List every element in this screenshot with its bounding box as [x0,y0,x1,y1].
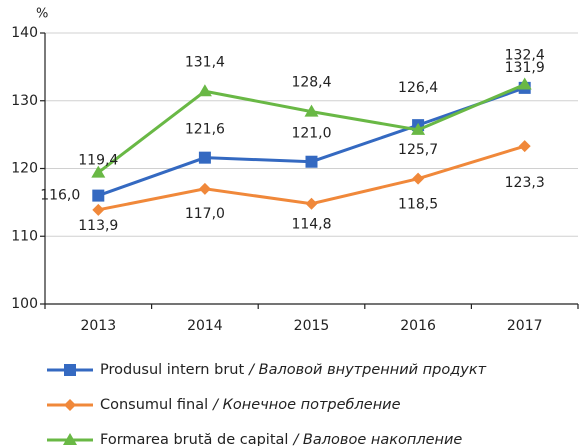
legend-name: Formarea brută de capital [100,432,288,446]
point [411,122,426,135]
point [304,104,319,117]
data-label: 128,4 [291,75,331,91]
legend-marker [64,399,76,411]
y-tick-label: 120 [11,161,38,177]
point [197,84,212,97]
y-tick-label: 110 [11,228,38,244]
y-tick-label: 140 [11,25,38,41]
data-label: 113,9 [78,218,118,234]
y-tick-label: 130 [11,93,38,109]
point [198,182,211,195]
x-tick-label: 2016 [400,318,436,334]
x-tick-label: 2015 [294,318,330,334]
series-line [97,86,526,198]
data-label: 121,6 [185,122,225,138]
data-label: 121,0 [291,126,331,142]
point [518,140,531,153]
point [305,155,318,168]
legend-marker [64,364,76,376]
data-label: 125,7 [398,142,438,158]
legend-name-translation: / Конечное потребление [211,397,400,413]
point [198,151,211,164]
point [91,165,106,178]
point [412,172,425,185]
data-label: 123,3 [505,175,545,191]
legend-label: Consumul final / Конечное потребление [100,397,401,413]
x-tick-label: 2013 [80,318,116,334]
legend-marker [63,433,77,445]
point [305,197,318,210]
data-label: 118,5 [398,197,438,213]
legend-name: Produsul intern brut [100,362,244,378]
legend-name-translation: / Валовое накопление [291,432,462,446]
point [92,189,105,202]
data-label: 114,8 [291,217,331,233]
data-label: 116,0 [40,188,80,204]
data-label: 119,4 [78,153,118,169]
legend-label: Formarea brută de capital / Валовое накоп… [100,432,462,446]
point [92,203,105,216]
legend-name: Consumul final [100,397,208,413]
legend-name-translation: / Валовой внутренний продукт [247,362,486,378]
data-label: 117,0 [185,206,225,222]
point [517,77,532,90]
y-unit: % [36,7,48,22]
data-label: 131,9 [505,60,545,76]
data-label: 131,4 [185,54,225,70]
x-tick-label: 2014 [187,318,223,334]
y-tick-label: 100 [11,296,38,312]
legend-label: Produsul intern brut / Валовой внутренний… [100,362,487,378]
data-label: 126,4 [398,80,438,96]
data-label: 132,4 [505,47,545,63]
x-tick-label: 2017 [507,318,543,334]
